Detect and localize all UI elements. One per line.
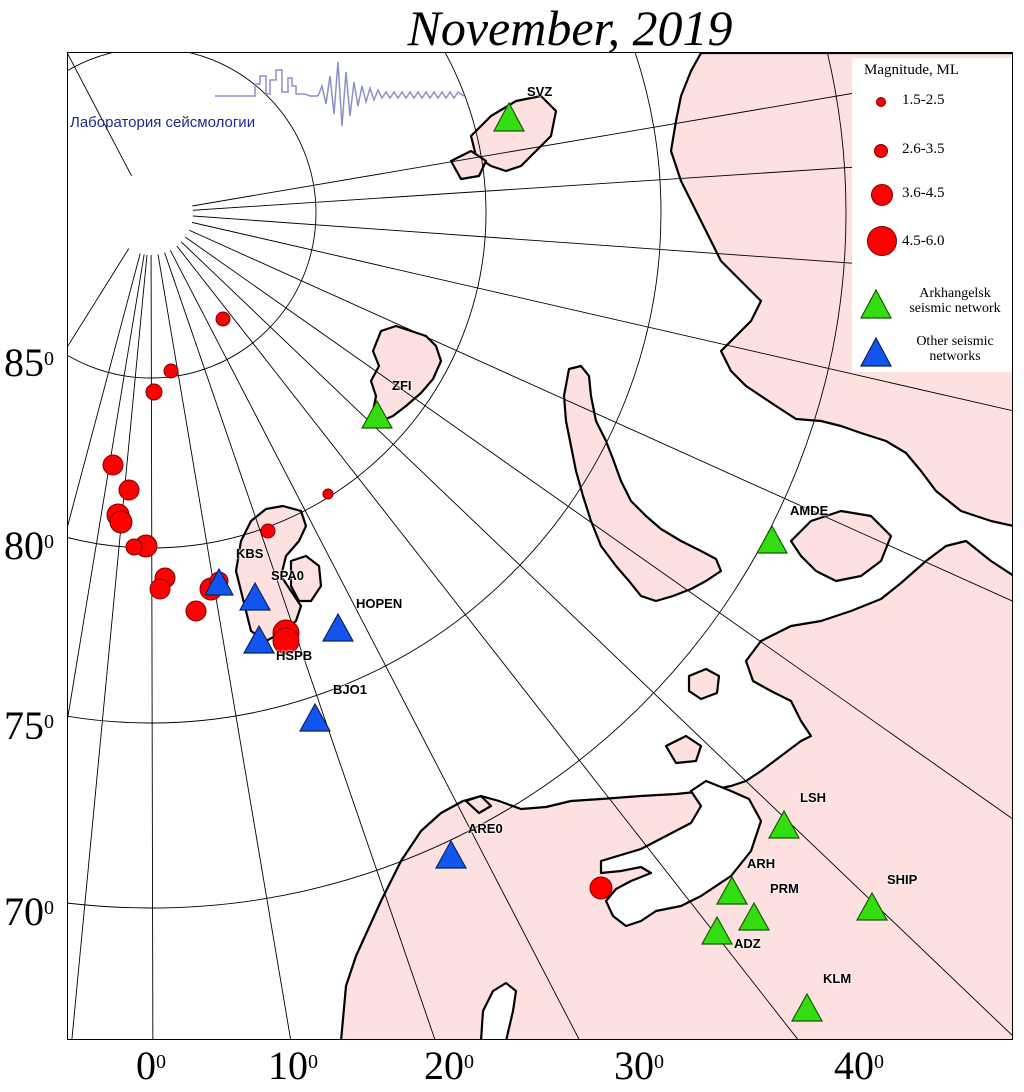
legend-triangle-blue-icon xyxy=(859,336,893,367)
legend-network-line2: seismic network xyxy=(909,301,1001,316)
lon-label-40: 400 xyxy=(834,1043,884,1088)
legend-network-line1: Arkhangelsk xyxy=(919,286,991,301)
legend-mag-label: 2.6-3.5 xyxy=(902,141,945,157)
legend-mag-row: 2.6-3.5 xyxy=(852,138,1012,164)
lat-label-70: 700 xyxy=(4,889,54,934)
legend-mag-row: 4.5-6.0 xyxy=(852,226,1012,260)
pole-mask xyxy=(109,171,193,255)
lab-name: Лаборатория сейсмологии xyxy=(70,114,256,131)
earthquake-event[interactable] xyxy=(185,600,207,622)
legend-network-row: Other seismic networks xyxy=(852,332,1012,372)
station-label-prm: PRM xyxy=(770,881,799,896)
legend-circle-large-icon xyxy=(871,184,893,206)
land-novaya-zemlya xyxy=(562,364,723,603)
station-label-arh: ARH xyxy=(747,856,776,871)
legend-triangle-green-icon xyxy=(859,288,893,319)
legend-network-row: Arkhangelsk seismic network xyxy=(852,284,1012,324)
earthquake-event[interactable] xyxy=(149,578,171,600)
skyline-icon xyxy=(215,61,465,127)
station-label-hspb: HSPB xyxy=(276,648,313,663)
lon-label-30: 300 xyxy=(614,1043,664,1088)
map-legend: Magnitude, ML 1.5-2.5 2.6-3.5 3.6-4.5 4.… xyxy=(852,58,1012,372)
earthquake-event[interactable] xyxy=(163,363,179,379)
earthquake-event[interactable] xyxy=(145,383,163,401)
legend-network-label: Arkhangelsk seismic network xyxy=(898,286,1012,316)
station-are0[interactable] xyxy=(434,839,468,869)
legend-mag-label: 1.5-2.5 xyxy=(902,92,945,108)
station-label-lsh: LSH xyxy=(800,790,826,805)
lat-label-75: 750 xyxy=(4,703,54,748)
station-svz[interactable] xyxy=(492,101,526,132)
lat-label-80: 800 xyxy=(4,523,54,568)
legend-circle-medium-icon xyxy=(874,144,888,158)
earthquake-event[interactable] xyxy=(272,627,300,655)
legend-network-label: Other seismic networks xyxy=(898,334,1012,364)
land-kolguev xyxy=(687,667,721,701)
station-spa0[interactable] xyxy=(238,581,272,611)
station-label-ship: SHIP xyxy=(887,872,918,887)
land-franz-josef xyxy=(369,324,443,423)
station-klm[interactable] xyxy=(790,992,824,1022)
station-bjo1[interactable] xyxy=(298,702,332,732)
land-mainland-south xyxy=(340,539,1012,1039)
earthquake-event[interactable] xyxy=(118,479,140,501)
legend-network-line1: Other seismic xyxy=(916,334,994,349)
map-canvas[interactable] xyxy=(68,53,1013,1040)
station-label-amde: AMDE xyxy=(790,503,829,518)
legend-circle-small-icon xyxy=(876,97,886,107)
station-label-spa0: SPA0 xyxy=(271,568,304,583)
station-label-bjo1: BJO1 xyxy=(333,682,367,697)
station-amde[interactable] xyxy=(755,524,789,554)
station-hopen[interactable] xyxy=(321,612,355,642)
station-ship[interactable] xyxy=(855,891,889,921)
station-label-kbs: KBS xyxy=(236,546,264,561)
lon-label-0: 00 xyxy=(136,1043,166,1088)
white-sea xyxy=(599,779,763,928)
earthquake-event[interactable] xyxy=(102,454,124,476)
stations-other xyxy=(203,567,468,869)
land-severnaya-zemlya-2 xyxy=(449,149,488,181)
station-zfi[interactable] xyxy=(360,399,394,429)
station-label-are0: ARE0 xyxy=(468,821,503,836)
station-label-hopen: HOPEN xyxy=(356,596,403,611)
station-adz[interactable] xyxy=(700,915,734,945)
station-kbs[interactable] xyxy=(203,567,235,596)
stations-arkhangelsk xyxy=(360,101,889,1022)
legend-mag-row: 1.5-2.5 xyxy=(852,88,1012,114)
legend-circle-xlarge-icon xyxy=(867,226,897,256)
lake-gulf xyxy=(480,981,518,1039)
lon-label-10: 100 xyxy=(268,1043,318,1088)
legend-network-line2: networks xyxy=(929,349,981,364)
earthquake-event[interactable] xyxy=(322,488,334,500)
earthquake-event[interactable] xyxy=(589,876,613,900)
earthquake-event[interactable] xyxy=(109,510,133,534)
lab-logo xyxy=(215,61,465,127)
lat-label-85: 850 xyxy=(4,340,54,385)
earthquake-event[interactable] xyxy=(260,523,276,539)
map-title: November, 2019 xyxy=(407,0,733,56)
legend-mag-label: 3.6-4.5 xyxy=(902,185,945,201)
land-kara-coast xyxy=(789,509,893,583)
station-label-klm: KLM xyxy=(823,971,852,986)
legend-mag-row: 3.6-4.5 xyxy=(852,182,1012,212)
earthquake-event[interactable] xyxy=(215,311,231,327)
legend-mag-label: 4.5-6.0 xyxy=(902,233,945,249)
station-lsh[interactable] xyxy=(767,809,801,839)
lon-label-20: 200 xyxy=(424,1043,474,1088)
station-arh[interactable] xyxy=(715,875,749,905)
station-label-zfi: ZFI xyxy=(392,378,412,393)
station-prm[interactable] xyxy=(737,901,771,931)
land-island-small-1 xyxy=(664,734,703,765)
station-label-adz: ADZ xyxy=(734,936,761,951)
earthquake-event[interactable] xyxy=(125,538,143,556)
station-hspb[interactable] xyxy=(242,624,276,654)
land-svalbard-east xyxy=(289,554,323,603)
land-severnaya-zemlya xyxy=(469,94,558,173)
station-label-svz: SVZ xyxy=(527,84,553,99)
land-island-bear xyxy=(464,794,493,815)
legend-title: Magnitude, ML xyxy=(864,62,959,78)
